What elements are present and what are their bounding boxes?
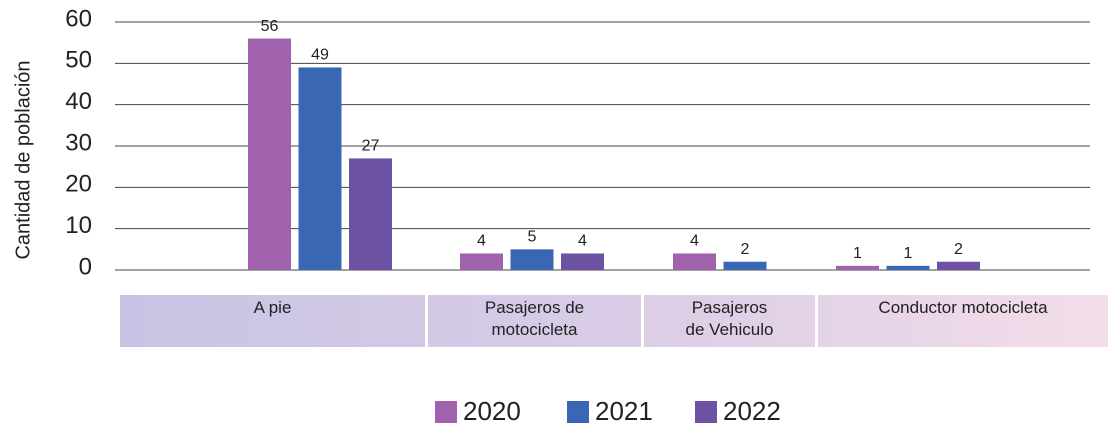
value-label: 2 — [741, 241, 750, 258]
value-label: 1 — [904, 245, 913, 262]
category-label: Pasajeros de Vehiculo — [641, 295, 815, 347]
bar — [723, 261, 767, 270]
y-tick-label: 20 — [65, 171, 92, 198]
bar — [248, 38, 291, 271]
category-axis: A pie Pasajeros de motocicleta Pasajeros d… — [120, 295, 1108, 347]
y-tick-label: 40 — [65, 88, 92, 115]
legend-swatch — [567, 401, 589, 423]
legend-label: 2020 — [463, 396, 521, 426]
value-label: 49 — [311, 47, 329, 64]
value-label: 27 — [362, 138, 380, 155]
bar — [510, 249, 554, 270]
legend-label: 2022 — [723, 396, 781, 426]
bar — [937, 261, 980, 270]
legend-swatch — [435, 401, 457, 423]
bar — [349, 158, 392, 270]
value-label: 4 — [578, 233, 587, 250]
value-label: 56 — [261, 18, 279, 35]
bar — [886, 265, 930, 270]
y-axis-label: Cantidad de población — [12, 60, 34, 259]
y-tick-label: 50 — [65, 47, 92, 74]
legend-label: 2021 — [595, 396, 653, 426]
legend-swatch — [695, 401, 717, 423]
y-tick-label: 10 — [65, 212, 92, 239]
value-label: 5 — [528, 229, 537, 246]
category-label: A pie — [253, 298, 292, 317]
value-label: 4 — [690, 233, 699, 250]
y-tick-label: 0 — [79, 253, 92, 280]
category-label: Conductor motocicleta — [815, 295, 1108, 347]
value-label: 2 — [954, 241, 963, 258]
value-label: 1 — [853, 245, 862, 262]
y-tick-label: 60 — [65, 5, 92, 32]
value-label: 4 — [477, 233, 486, 250]
bar — [561, 253, 604, 270]
bar — [298, 67, 342, 270]
y-tick-label: 30 — [65, 129, 92, 156]
bar — [836, 265, 879, 270]
bar — [460, 253, 503, 270]
bar — [673, 253, 716, 270]
category-label: Pasajeros de motocicleta — [425, 295, 641, 347]
